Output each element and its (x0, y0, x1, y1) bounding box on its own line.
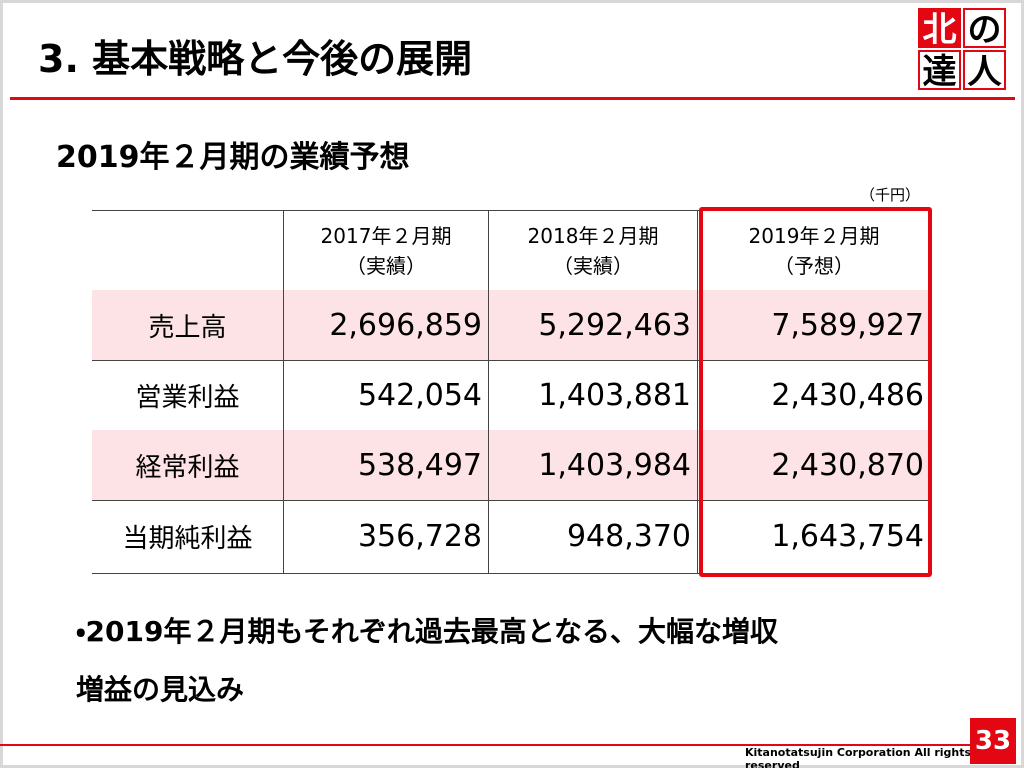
logo-char: の (963, 8, 1006, 50)
logo-char: 人 (963, 50, 1006, 92)
row-label: 当期純利益 (122, 524, 253, 554)
page-number: 33 (970, 718, 1016, 764)
column-kind: （予想） (774, 254, 854, 278)
title: 3. 基本戦略と今後の展開 (38, 37, 473, 81)
table-row: 経常利益 538,497 1,403,984 2,430,870 (92, 430, 930, 501)
column-period: 2017年２月期 (320, 224, 452, 248)
value-cell: 2,696,859 (283, 290, 488, 360)
value-cell: 542,054 (283, 360, 488, 430)
header-cell: 2017年２月期 （実績） (283, 211, 488, 291)
value-cell: 1,403,984 (488, 430, 697, 500)
column-kind: （実績） (553, 254, 633, 278)
header-cell: 2019年２月期 （予想） (697, 211, 930, 291)
row-label: 営業利益 (135, 382, 240, 413)
unit: （千円） (860, 186, 921, 204)
note-line: 増益の見込み (76, 673, 245, 706)
value-cell: 2,430,870 (697, 430, 930, 500)
footer-rule (0, 744, 970, 746)
row-label: 売上高 (148, 312, 227, 343)
value-cell: 2,430,486 (697, 360, 930, 430)
value-cell: 948,370 (488, 500, 697, 573)
table-row: 売上高 2,696,859 5,292,463 7,589,927 (92, 290, 930, 361)
subtitle: 2019年２月期の業績予想 (56, 140, 410, 175)
logo-char: 達 (918, 50, 961, 92)
column-kind: （実績） (346, 254, 426, 278)
column-period: 2019年２月期 (748, 224, 880, 248)
row-label: 経常利益 (135, 452, 240, 483)
header-cell: 2018年２月期 （実績） (488, 211, 697, 291)
highlight-box (699, 207, 932, 577)
column-period: 2018年２月期 (527, 224, 659, 248)
header-row: 2017年２月期 （実績） 2018年２月期 （実績） 2019年２月期 （予想） (92, 210, 930, 292)
table-row: 営業利益 542,054 1,403,881 2,430,486 (92, 360, 930, 431)
note-line: ・2019年２月期もそれぞれ過去最高となる、大幅な増収 (76, 615, 779, 648)
value-cell: 5,292,463 (488, 290, 697, 360)
value-cell: 7,589,927 (697, 290, 930, 360)
value-cell: 1,403,881 (488, 360, 697, 430)
logo-char: 北 (918, 8, 961, 50)
table-row: 当期純利益 356,728 948,370 1,643,754 (92, 500, 930, 574)
value-cell: 356,728 (283, 500, 488, 573)
header-rule (10, 97, 1015, 100)
value-cell: 1,643,754 (697, 500, 930, 573)
copyright: Kitanotatsujin Corporation All rights re… (745, 746, 972, 768)
value-cell: 538,497 (283, 430, 488, 500)
